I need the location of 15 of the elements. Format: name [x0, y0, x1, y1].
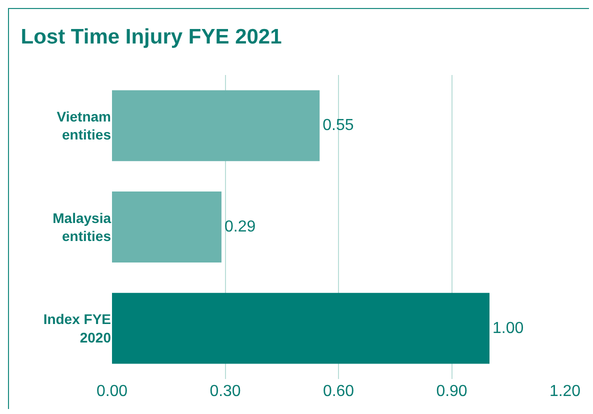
y-tick-label: Vietnam entities [56, 108, 112, 143]
data-label: 1.00 [492, 320, 524, 337]
x-tick-label: 0.60 [322, 383, 354, 400]
bar [112, 192, 222, 262]
x-tick-label: 0.90 [436, 383, 468, 400]
x-tick-label: 0.30 [210, 383, 241, 400]
y-tick-label: Index FYE 2020 [43, 311, 112, 346]
x-tick-label: 1.20 [549, 383, 581, 400]
data-label: 0.29 [224, 218, 256, 236]
chart-title: Lost Time Injury FYE 2021 [20, 26, 282, 49]
bar [112, 292, 490, 364]
data-label: 0.55 [322, 117, 354, 134]
x-tick-label: 0.00 [96, 383, 128, 400]
y-tick-label: Malaysia entities [52, 210, 112, 244]
bar [112, 90, 320, 162]
